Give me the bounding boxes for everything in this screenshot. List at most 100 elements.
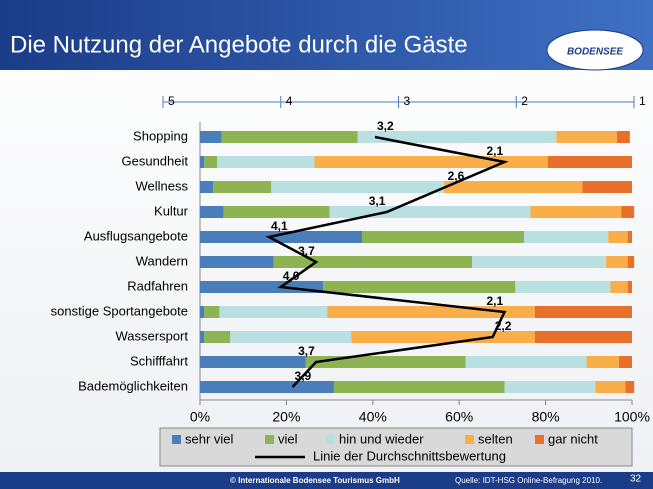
category-label: Radfahren xyxy=(127,278,188,293)
legend-label: Linie der Durchschnittsbewertung xyxy=(313,448,506,463)
bar-segment xyxy=(200,156,205,168)
x-tick-label: 0% xyxy=(190,409,210,425)
line-value-label: 3,7 xyxy=(298,344,315,358)
bar-segment xyxy=(351,331,535,343)
x2-tick-label: 3 xyxy=(404,94,411,108)
page-number: 32 xyxy=(630,474,642,485)
x-tick-label: 20% xyxy=(272,409,300,425)
legend-swatch xyxy=(326,435,335,444)
bar-segment xyxy=(534,306,632,318)
bar-segment xyxy=(200,181,213,193)
category-label: sonstige Sportangebote xyxy=(51,303,188,318)
bar-segment xyxy=(204,156,218,168)
bar-segment xyxy=(627,231,632,243)
bar-segment xyxy=(504,381,596,393)
logo-badge xyxy=(546,29,644,71)
legend-swatch xyxy=(535,435,544,444)
bar-segment xyxy=(627,256,635,268)
bar-segment xyxy=(200,381,334,393)
legend-label: gar nicht xyxy=(548,431,598,446)
legend-box xyxy=(159,427,633,467)
bar-segment xyxy=(221,131,358,143)
legend-label: viel xyxy=(278,431,298,446)
bar-segment xyxy=(534,331,632,343)
bar-segment xyxy=(362,231,524,243)
line-value-label: 2,2 xyxy=(495,319,512,333)
x-tick-label: 80% xyxy=(532,409,560,425)
bar-segment xyxy=(271,181,445,193)
bar-segment xyxy=(230,331,352,343)
bar-segment xyxy=(200,331,205,343)
bar-segment xyxy=(200,256,274,268)
footer-source: Quelle: IDT-HSG Online-Befragung 2010. xyxy=(455,476,602,485)
legend-label: sehr viel xyxy=(185,431,234,446)
bar-segment xyxy=(606,256,628,268)
x-tick-label: 60% xyxy=(445,409,473,425)
bar-segment xyxy=(217,156,315,168)
line-value-label: 4,1 xyxy=(271,219,288,233)
x2-tick-label: 5 xyxy=(168,94,175,108)
bar-segment xyxy=(608,231,628,243)
bar-segment xyxy=(223,206,330,218)
bar-segment xyxy=(616,131,630,143)
bar-segment xyxy=(595,381,626,393)
bar-segment xyxy=(329,206,531,218)
line-value-label: 3,2 xyxy=(377,119,394,133)
bar-segment xyxy=(204,306,220,318)
line-value-label: 4,0 xyxy=(283,269,300,283)
average-line xyxy=(265,135,509,388)
category-label: Kultur xyxy=(154,203,189,218)
legend-label: hin und wieder xyxy=(339,431,424,446)
bar-segment xyxy=(610,281,628,293)
legend-swatch xyxy=(265,435,274,444)
bar-segment xyxy=(472,256,607,268)
line-value-label: 2,6 xyxy=(448,169,465,183)
bar-segment xyxy=(212,181,272,193)
bar-segment xyxy=(627,281,632,293)
category-label: Wassersport xyxy=(116,328,189,343)
legend-label: selten xyxy=(478,431,513,446)
bar-segment xyxy=(200,281,324,293)
bar-segment xyxy=(547,156,632,168)
category-label: Wandern xyxy=(136,253,188,268)
bar-segment xyxy=(619,356,632,368)
x2-tick-label: 2 xyxy=(521,94,528,108)
bar-segment xyxy=(305,356,466,368)
bar-segment xyxy=(582,181,632,193)
bar-segment xyxy=(200,231,362,243)
line-value-label: 3,7 xyxy=(298,244,315,258)
category-label: Wellness xyxy=(135,178,188,193)
bar-segment xyxy=(625,381,635,393)
chart-title: Die Nutzung der Angebote durch die Gäste xyxy=(10,31,468,58)
bar-segment xyxy=(200,131,222,143)
bar-segment xyxy=(219,306,328,318)
bar-segment xyxy=(314,156,548,168)
x-tick-label: 100% xyxy=(614,409,650,425)
footer-bar xyxy=(0,472,653,489)
bar-segment xyxy=(515,281,611,293)
category-label: Bademöglichkeiten xyxy=(78,378,188,393)
line-value-label: 2,1 xyxy=(486,144,503,158)
bar-segment xyxy=(524,231,609,243)
footer-copyright: © Internationale Bodensee Tourismus GmbH xyxy=(230,476,400,485)
category-label: Ausflugsangebote xyxy=(84,228,188,243)
bar-segment xyxy=(200,356,306,368)
line-value-label: 3,9 xyxy=(295,369,312,383)
plot: 5 4 3 2 1 0% 20% 40% 60% 80% 100% Shopping Gesundhei… xyxy=(51,94,650,463)
header-bar xyxy=(0,0,653,70)
logo-text: BODENSEE xyxy=(567,47,623,58)
category-label: Schifffahrt xyxy=(130,353,188,368)
x-tick-label: 40% xyxy=(359,409,387,425)
category-label: Gesundheit xyxy=(122,153,189,168)
bar-segment xyxy=(323,281,516,293)
legend-swatch xyxy=(172,435,181,444)
bar-segment xyxy=(200,306,205,318)
bar-segment xyxy=(586,356,620,368)
bar-segment xyxy=(273,256,473,268)
x2-tick-label: 1 xyxy=(639,94,646,108)
bar-segment xyxy=(465,356,587,368)
bar-segment xyxy=(200,206,224,218)
bar-segment xyxy=(333,381,505,393)
line-value-label: 2,1 xyxy=(486,294,503,308)
